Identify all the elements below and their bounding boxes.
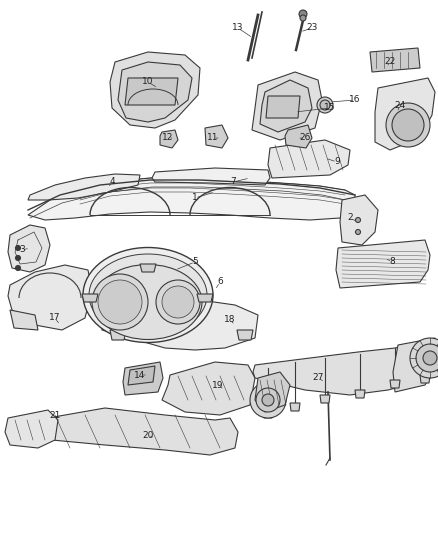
Polygon shape: [110, 330, 126, 340]
Polygon shape: [28, 174, 140, 200]
Polygon shape: [125, 78, 178, 105]
Circle shape: [386, 103, 430, 147]
Polygon shape: [285, 125, 312, 148]
Text: 6: 6: [217, 278, 223, 287]
Circle shape: [410, 338, 438, 378]
Circle shape: [262, 394, 274, 406]
Polygon shape: [123, 362, 163, 395]
Polygon shape: [355, 390, 365, 398]
Circle shape: [356, 217, 360, 222]
Polygon shape: [152, 168, 270, 185]
Polygon shape: [320, 395, 330, 403]
Polygon shape: [266, 96, 300, 118]
Polygon shape: [118, 62, 192, 122]
Text: 27: 27: [312, 374, 324, 383]
Text: 8: 8: [389, 257, 395, 266]
Polygon shape: [140, 264, 156, 272]
Text: 20: 20: [142, 431, 154, 440]
Polygon shape: [420, 375, 430, 383]
Polygon shape: [290, 403, 300, 411]
Text: 26: 26: [299, 133, 311, 142]
Circle shape: [156, 280, 200, 324]
Polygon shape: [100, 298, 258, 350]
Text: 9: 9: [334, 157, 340, 166]
Polygon shape: [128, 366, 155, 385]
Text: 19: 19: [212, 381, 224, 390]
Text: 5: 5: [192, 257, 198, 266]
Polygon shape: [237, 330, 253, 340]
Polygon shape: [28, 178, 355, 220]
Polygon shape: [370, 48, 420, 72]
Circle shape: [320, 100, 330, 110]
Polygon shape: [268, 140, 350, 178]
Polygon shape: [8, 265, 92, 330]
Polygon shape: [82, 294, 98, 302]
Circle shape: [300, 15, 306, 21]
Polygon shape: [110, 52, 200, 128]
Text: 7: 7: [230, 177, 236, 187]
Circle shape: [98, 280, 142, 324]
Polygon shape: [160, 130, 178, 148]
Text: 11: 11: [207, 133, 219, 142]
Text: 22: 22: [385, 58, 396, 67]
Polygon shape: [162, 362, 255, 415]
Circle shape: [423, 351, 437, 365]
Polygon shape: [393, 338, 438, 392]
Ellipse shape: [94, 264, 202, 340]
Circle shape: [416, 344, 438, 372]
Circle shape: [15, 255, 21, 261]
Polygon shape: [5, 410, 58, 448]
Polygon shape: [10, 310, 38, 330]
Polygon shape: [252, 72, 322, 140]
Ellipse shape: [89, 254, 207, 336]
Text: 18: 18: [224, 316, 236, 325]
Text: 21: 21: [49, 410, 61, 419]
Text: 14: 14: [134, 370, 146, 379]
Text: 16: 16: [349, 95, 361, 104]
Polygon shape: [260, 80, 312, 132]
Polygon shape: [197, 294, 213, 302]
Text: 15: 15: [324, 103, 336, 112]
Polygon shape: [375, 78, 435, 150]
Text: 23: 23: [306, 23, 318, 33]
Ellipse shape: [83, 247, 213, 343]
Circle shape: [356, 230, 360, 235]
Text: 13: 13: [232, 23, 244, 33]
Polygon shape: [205, 125, 228, 148]
Polygon shape: [8, 225, 50, 272]
Circle shape: [299, 10, 307, 18]
Text: 1: 1: [192, 193, 198, 203]
Text: 3: 3: [19, 246, 25, 254]
Text: 2: 2: [347, 214, 353, 222]
Circle shape: [15, 246, 21, 251]
Polygon shape: [255, 372, 290, 412]
Text: 12: 12: [162, 133, 174, 142]
Polygon shape: [263, 410, 273, 418]
Polygon shape: [253, 342, 435, 395]
Text: 4: 4: [109, 177, 115, 187]
Text: 10: 10: [142, 77, 154, 86]
Circle shape: [92, 274, 148, 330]
Text: 17: 17: [49, 313, 61, 322]
Polygon shape: [390, 380, 400, 388]
Polygon shape: [340, 195, 378, 245]
Circle shape: [317, 97, 333, 113]
Text: 24: 24: [394, 101, 406, 109]
Polygon shape: [336, 240, 430, 288]
Polygon shape: [38, 408, 238, 455]
Circle shape: [392, 109, 424, 141]
Circle shape: [162, 286, 194, 318]
Circle shape: [15, 265, 21, 271]
Circle shape: [250, 382, 286, 418]
Circle shape: [256, 388, 280, 412]
